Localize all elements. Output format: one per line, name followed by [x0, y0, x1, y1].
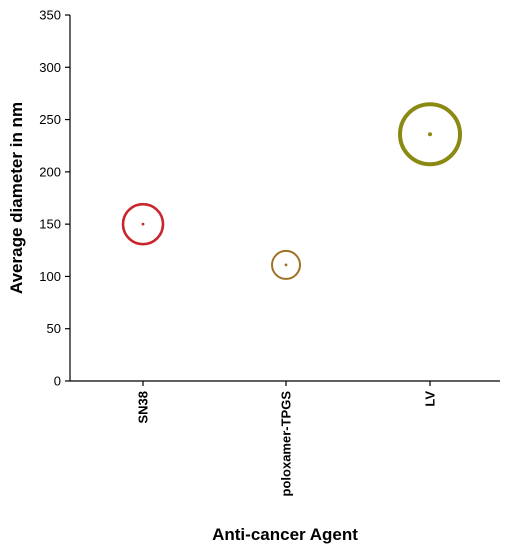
x-axis-title: Anti-cancer Agent [212, 525, 358, 544]
y-tick-label: 200 [39, 164, 61, 179]
chart-axes [69, 15, 500, 382]
y-tick-label: 350 [39, 8, 61, 23]
data-point-center [428, 132, 432, 137]
data-points [121, 102, 462, 280]
y-tick-label: 150 [39, 217, 61, 232]
data-point-center [284, 263, 288, 267]
x-category-label: SN38 [136, 391, 151, 424]
x-category-label: LV [423, 391, 438, 407]
y-tick-label: 50 [47, 321, 61, 336]
data-bubble [271, 249, 301, 280]
x-ticks: SN38 poloxamer-TPGS LV [136, 381, 438, 496]
y-tick-label: 250 [39, 112, 61, 127]
y-tick-label: 300 [39, 60, 61, 75]
x-category-label: poloxamer-TPGS [279, 391, 294, 497]
data-bubble [398, 102, 462, 167]
y-tick-label: 0 [54, 374, 61, 389]
y-axis-title: Average diameter in nm [7, 102, 26, 294]
data-point-center [141, 222, 145, 226]
data-bubble [121, 202, 165, 246]
y-ticks: 0 50 100 150 200 250 300 350 [39, 8, 70, 389]
y-tick-label: 100 [39, 269, 61, 284]
